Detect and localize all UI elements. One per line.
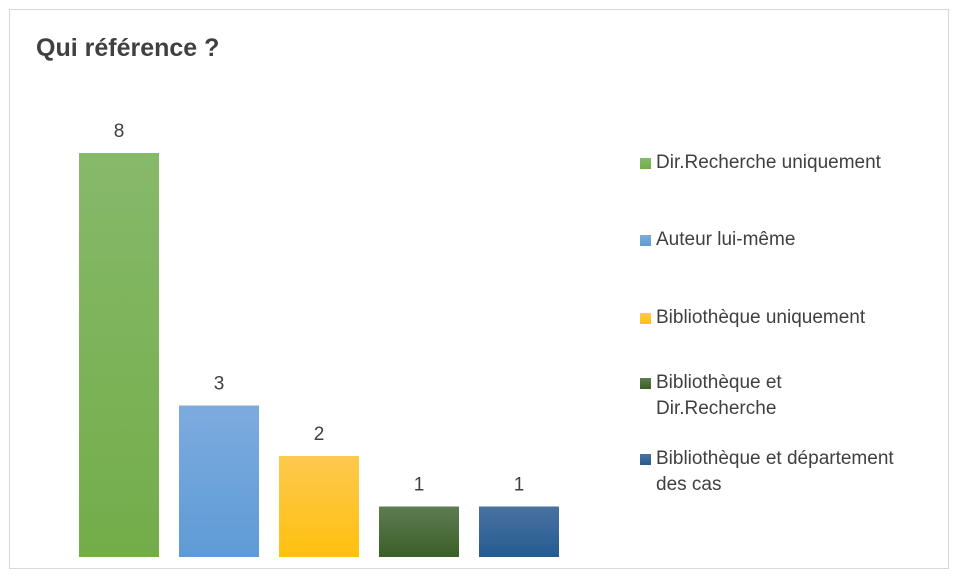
- data-label-5: 1: [514, 475, 525, 496]
- legend-label-line: Bibliothèque uniquement: [656, 307, 866, 328]
- bar-1: [79, 153, 159, 557]
- legend-swatch: [640, 235, 651, 246]
- legend-label: Auteur lui-même: [656, 227, 795, 253]
- data-label-4: 1: [414, 475, 425, 496]
- data-label-1: 8: [114, 121, 125, 142]
- legend-label: Dir.Recherche uniquement: [656, 150, 881, 176]
- bar-5: [479, 506, 559, 557]
- legend-label: Bibliothèque et département des cas: [656, 446, 894, 498]
- data-label-2: 3: [214, 374, 225, 395]
- bars-layer: [79, 153, 559, 557]
- legend-item-3: Bibliothèque uniquement: [640, 305, 950, 331]
- legend-label-line: Auteur lui-même: [656, 229, 796, 250]
- legend-label-line: Dir.Recherche uniquement: [656, 152, 881, 173]
- legend-item-5: Bibliothèque et département des cas: [640, 446, 950, 498]
- chart-frame: [9, 9, 949, 569]
- bar-3: [279, 456, 359, 557]
- legend-label-line: des cas: [656, 474, 722, 495]
- legend-label: Bibliothèque uniquement: [656, 305, 865, 331]
- legend-swatch: [640, 158, 651, 169]
- legend-swatch: [640, 454, 651, 465]
- data-labels-layer: 8 3 2 1 1: [114, 121, 525, 496]
- data-label-3: 2: [314, 424, 325, 445]
- legend-item-2: Auteur lui-même: [640, 227, 950, 253]
- legend-label: Bibliothèque et Dir.Recherche: [656, 370, 782, 422]
- legend-label-line: Bibliothèque et département: [656, 448, 894, 469]
- bar-4: [379, 506, 459, 557]
- legend-label-line: Bibliothèque et: [656, 372, 782, 393]
- legend-label-line: Dir.Recherche: [656, 398, 777, 419]
- legend-item-1: Dir.Recherche uniquement: [640, 150, 950, 176]
- legend-swatch: [640, 313, 651, 324]
- legend-item-4: Bibliothèque et Dir.Recherche: [640, 370, 950, 422]
- bar-2: [179, 405, 259, 557]
- legend-swatch: [640, 378, 651, 389]
- chart-title: Qui référence ?: [36, 34, 220, 62]
